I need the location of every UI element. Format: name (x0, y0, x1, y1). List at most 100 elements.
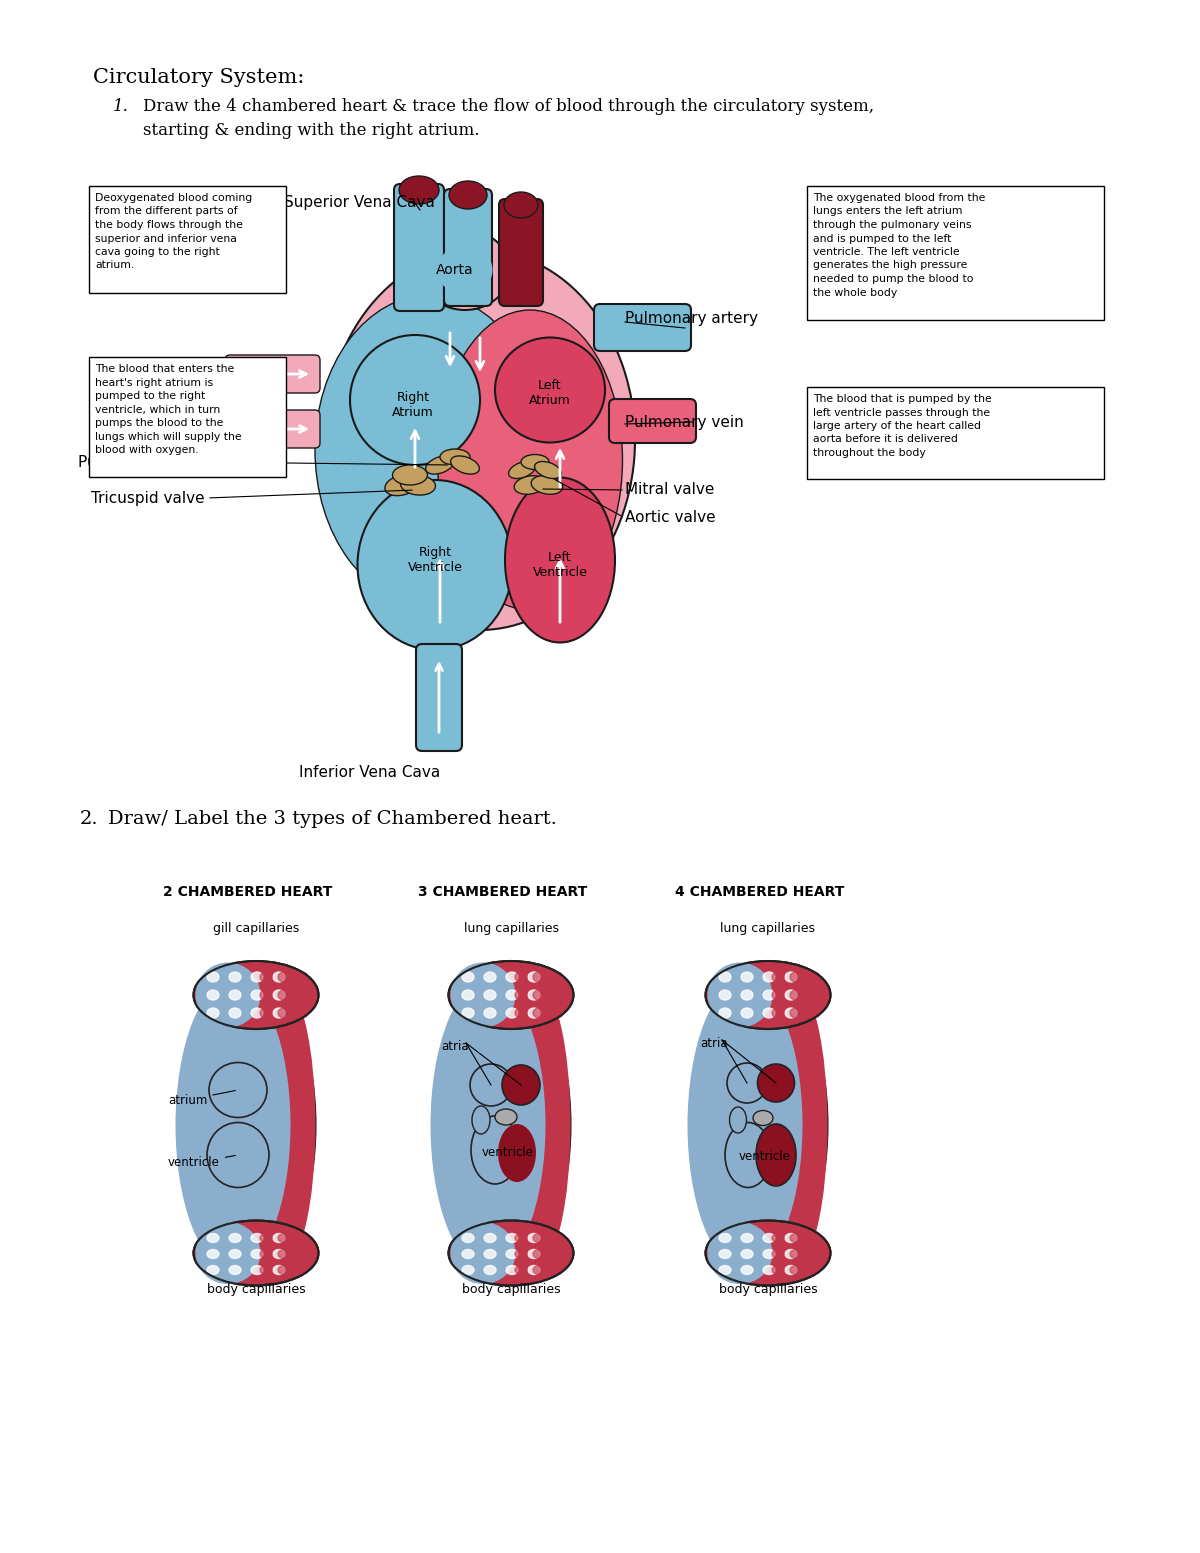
Ellipse shape (763, 972, 775, 981)
Ellipse shape (506, 989, 518, 1000)
Ellipse shape (502, 1065, 540, 1106)
Text: atrium: atrium (168, 1090, 235, 1106)
Text: large artery of the heart called: large artery of the heart called (814, 421, 982, 432)
Ellipse shape (251, 1233, 263, 1242)
Ellipse shape (450, 1222, 516, 1284)
Ellipse shape (509, 461, 535, 478)
Ellipse shape (484, 1266, 496, 1275)
Ellipse shape (496, 337, 605, 443)
Ellipse shape (515, 972, 527, 981)
Ellipse shape (208, 972, 220, 981)
Ellipse shape (462, 972, 474, 981)
Ellipse shape (708, 963, 773, 1028)
Ellipse shape (742, 1266, 754, 1275)
Ellipse shape (180, 975, 316, 1275)
Ellipse shape (528, 1233, 540, 1242)
Ellipse shape (450, 963, 516, 1028)
Ellipse shape (209, 1062, 266, 1118)
Text: The blood that is pumped by the: The blood that is pumped by the (814, 394, 991, 404)
Ellipse shape (719, 1266, 731, 1275)
Ellipse shape (528, 1008, 540, 1019)
Ellipse shape (436, 975, 570, 1275)
Ellipse shape (533, 1266, 545, 1275)
Ellipse shape (296, 989, 308, 1000)
Ellipse shape (808, 972, 820, 981)
Ellipse shape (528, 989, 540, 1000)
Ellipse shape (742, 1250, 754, 1258)
Ellipse shape (392, 464, 427, 485)
Ellipse shape (229, 1266, 241, 1275)
Text: 4 CHAMBERED HEART: 4 CHAMBERED HEART (676, 885, 845, 899)
Ellipse shape (274, 972, 286, 981)
Ellipse shape (462, 1008, 474, 1019)
Ellipse shape (785, 1008, 797, 1019)
Ellipse shape (785, 1233, 797, 1242)
Ellipse shape (506, 1008, 518, 1019)
FancyBboxPatch shape (499, 199, 542, 306)
Ellipse shape (451, 457, 479, 474)
Ellipse shape (278, 989, 290, 1000)
Ellipse shape (506, 1250, 518, 1258)
Ellipse shape (515, 1266, 527, 1275)
Text: throughout the body: throughout the body (814, 447, 925, 458)
Ellipse shape (772, 1233, 784, 1242)
Ellipse shape (385, 474, 419, 495)
Ellipse shape (314, 295, 545, 606)
Ellipse shape (719, 1233, 731, 1242)
Ellipse shape (551, 1008, 563, 1019)
Ellipse shape (528, 1266, 540, 1275)
Ellipse shape (515, 1233, 527, 1242)
Ellipse shape (431, 980, 546, 1270)
Ellipse shape (515, 989, 527, 1000)
Text: from the different parts of: from the different parts of (95, 207, 238, 216)
Ellipse shape (730, 1107, 746, 1134)
Ellipse shape (533, 1008, 545, 1019)
Ellipse shape (251, 1008, 263, 1019)
Ellipse shape (208, 989, 220, 1000)
Text: cava going to the right: cava going to the right (95, 247, 220, 256)
Text: Left
Atrium: Left Atrium (529, 379, 571, 407)
FancyBboxPatch shape (808, 186, 1104, 320)
Ellipse shape (533, 1250, 545, 1258)
Ellipse shape (551, 1250, 563, 1258)
Text: atrium.: atrium. (95, 261, 134, 270)
Text: The blood that enters the: The blood that enters the (95, 363, 234, 374)
Ellipse shape (496, 1109, 517, 1124)
Ellipse shape (484, 1233, 496, 1242)
Ellipse shape (763, 1008, 775, 1019)
Ellipse shape (506, 972, 518, 981)
Ellipse shape (533, 1233, 545, 1242)
Ellipse shape (193, 1221, 318, 1286)
Text: blood with oxygen.: blood with oxygen. (95, 446, 199, 455)
Ellipse shape (719, 972, 731, 981)
Text: pumps the blood to the: pumps the blood to the (95, 418, 223, 429)
Ellipse shape (208, 1266, 220, 1275)
Text: gill capillaries: gill capillaries (212, 922, 299, 935)
FancyBboxPatch shape (610, 399, 696, 443)
Ellipse shape (551, 1266, 563, 1275)
Ellipse shape (296, 1266, 308, 1275)
Ellipse shape (438, 245, 492, 295)
Ellipse shape (763, 1266, 775, 1275)
Ellipse shape (196, 963, 260, 1028)
Text: heart's right atrium is: heart's right atrium is (95, 377, 214, 388)
Text: Superior Vena Cava: Superior Vena Cava (284, 194, 434, 210)
Text: ventricle: ventricle (482, 1146, 534, 1160)
Text: Draw the 4 chambered heart & trace the flow of blood through the circulatory sys: Draw the 4 chambered heart & trace the f… (143, 98, 874, 115)
Ellipse shape (229, 989, 241, 1000)
Ellipse shape (706, 961, 830, 1030)
Ellipse shape (462, 1233, 474, 1242)
Ellipse shape (790, 989, 802, 1000)
Text: ventricle, which in turn: ventricle, which in turn (95, 404, 221, 415)
Text: left ventricle passes through the: left ventricle passes through the (814, 407, 990, 418)
Ellipse shape (208, 1123, 269, 1188)
Text: Pulmonary artery: Pulmonary artery (625, 311, 758, 326)
Text: 2.: 2. (80, 811, 98, 828)
Text: Right
Atrium: Right Atrium (392, 391, 434, 419)
Ellipse shape (401, 475, 436, 495)
Ellipse shape (528, 1250, 540, 1258)
Text: Pulmonary valve: Pulmonary valve (78, 455, 205, 469)
Text: starting & ending with the right atrium.: starting & ending with the right atrium. (143, 123, 480, 140)
Ellipse shape (193, 961, 318, 1030)
Ellipse shape (772, 1266, 784, 1275)
